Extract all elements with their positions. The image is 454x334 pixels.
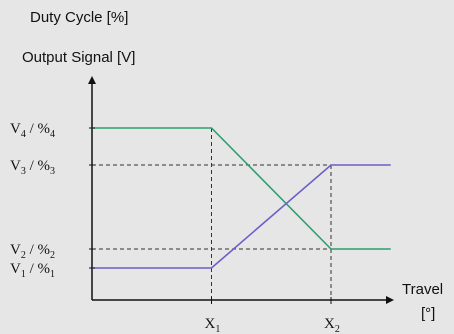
x-tick-labels: X1 X2 (205, 297, 340, 334)
y-axis-title-duty-cycle: Duty Cycle [%] (30, 9, 128, 26)
y-axis-title-output-signal: Output Signal [V] (22, 49, 135, 66)
y-tick-label: V1 / %1 (10, 261, 55, 280)
guide-lines (92, 128, 332, 300)
y-tick-labels: V4 / %4 V3 / %3 V2 / %2V1 / %1 (10, 121, 95, 280)
series-lines (92, 127, 391, 269)
y-tick-label: V3 / %3 (10, 158, 55, 177)
series-line-1 (92, 127, 391, 250)
x-tick-label: X2 (324, 316, 340, 334)
y-tick-label: V2 / %2 (10, 242, 55, 261)
series-line-2 (92, 164, 391, 269)
y-tick-label: V4 / %4 (10, 121, 55, 140)
x-axis-title-travel: Travel (402, 281, 443, 298)
x-axis-unit: [°] (421, 305, 435, 322)
x-tick-label: X1 (205, 316, 221, 334)
